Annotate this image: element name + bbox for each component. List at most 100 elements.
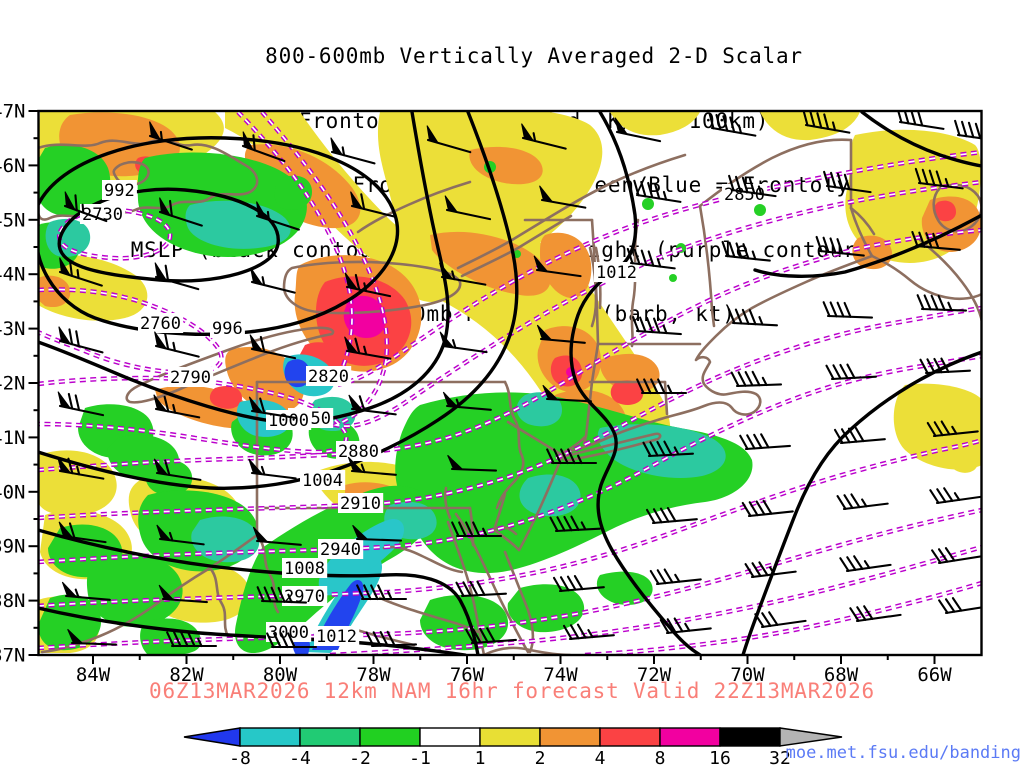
mslp-contour-label: 1004	[302, 471, 343, 491]
wind-barb	[439, 262, 487, 286]
colorbar: -8 -4 -2 -1 1 2 4 8 16 32	[183, 727, 843, 768]
wind-barb	[148, 121, 193, 151]
wind-barb	[533, 255, 582, 278]
wind-barb	[954, 119, 982, 140]
colorbar-segment	[659, 727, 721, 747]
wind-barb	[632, 316, 682, 336]
lon-label: 66W	[917, 664, 952, 686]
wind-barb	[352, 524, 403, 542]
mslp-contour-label-bg	[300, 470, 346, 490]
forecast-caption: 06Z13MAR2026 12km NAM 16hr forecast Vali…	[149, 679, 875, 703]
height-contour-label: 2940	[320, 540, 361, 560]
colorbar-tick-label: -4	[289, 748, 311, 768]
lon-label: 76W	[450, 664, 485, 686]
colorbar-right-arrow	[779, 727, 843, 747]
wind-barb	[248, 458, 297, 480]
lon-label: 80W	[263, 664, 298, 686]
wind-barb	[839, 555, 892, 573]
height-contour-label: 2820	[308, 367, 349, 387]
wind-barb	[739, 433, 791, 451]
wind-barb	[455, 580, 507, 598]
height-contour-label-bg	[336, 441, 382, 461]
wind-barb	[166, 631, 218, 648]
wind-barb	[250, 267, 296, 294]
colorbar-segment	[539, 727, 601, 747]
lat-label: 37N	[0, 645, 26, 667]
wind-barb	[61, 581, 111, 601]
lat-label: 45N	[0, 209, 26, 231]
wind-barb	[439, 331, 488, 354]
wind-barb	[67, 628, 118, 646]
mslp-contour-label: 1012	[596, 263, 637, 283]
colorbar-segment	[719, 727, 781, 747]
credit-link[interactable]: moe.met.fsu.edu/banding	[785, 743, 1021, 763]
wind-barb	[521, 123, 567, 150]
height-contour-label-bg	[168, 367, 214, 387]
wind-barb	[58, 257, 103, 287]
wind-barb	[356, 584, 408, 601]
colorbar-tick-label: 8	[655, 748, 666, 768]
wind-barb	[241, 131, 286, 163]
wind-barb	[549, 515, 601, 533]
colorbar-segment	[419, 727, 481, 747]
wind-barb	[542, 384, 592, 403]
wind-barb	[58, 326, 104, 354]
wind-barb	[626, 247, 676, 270]
lat-label: 44N	[0, 264, 26, 286]
lat-label: 39N	[0, 536, 26, 558]
wind-barb	[154, 262, 200, 291]
wind-barb	[823, 170, 872, 194]
wind-barb	[642, 440, 694, 458]
wind-barb	[447, 454, 498, 472]
wind-barb	[465, 627, 517, 645]
wind-barb	[659, 617, 712, 635]
colorbar-left-arrow	[183, 727, 241, 747]
wind-barb	[252, 526, 302, 546]
height-contour-label-bg	[80, 204, 126, 224]
colorbar-segment	[359, 727, 421, 747]
colorbar-tick-label: 16	[709, 748, 731, 768]
colorbar-tick-label: -2	[349, 748, 371, 768]
wind-barb	[442, 391, 492, 411]
wind-barb	[58, 521, 107, 544]
wind-barb	[57, 391, 105, 417]
wind-barb	[57, 456, 105, 480]
wind-barb	[633, 179, 682, 203]
wind-barb	[546, 448, 598, 465]
wind-barb	[426, 125, 472, 154]
wind-barb	[636, 378, 688, 395]
wind-barb	[158, 584, 208, 604]
wind-barb	[931, 547, 982, 565]
map-axes: 47N 46N 45N 44N 43N 42N 41N 40N 39N 38N 37N 84W 82W 8…	[0, 101, 952, 687]
title-line-1: 800-600mb Vertically Averaged 2-D Scalar	[265, 44, 803, 68]
wind-barb	[248, 396, 297, 419]
wind-barb	[833, 426, 886, 445]
colorbar-tick-label: 32	[769, 748, 791, 768]
height-contour-label-bg	[266, 622, 312, 642]
wind-barb	[744, 561, 797, 579]
mslp-contour-label-bg	[314, 626, 360, 646]
height-contour-label: 2910	[340, 494, 381, 514]
wind-barb	[344, 272, 392, 298]
wind-barb	[344, 336, 392, 360]
wind-barb	[347, 456, 397, 476]
lon-label: 70W	[730, 664, 765, 686]
colorbar-segment	[479, 727, 541, 747]
wind-barb	[330, 137, 376, 165]
height-contour-label: 2760	[140, 314, 181, 334]
wind-barb	[754, 611, 807, 629]
mslp-contour-label-bg	[594, 262, 640, 282]
mslp-contour-layer	[38, 111, 982, 655]
lat-label: 42N	[0, 373, 26, 395]
wind-barb	[249, 334, 297, 360]
wind-barb	[822, 301, 874, 319]
colorbar-tick-label: 2	[535, 748, 546, 768]
wind-barb	[938, 597, 982, 615]
wind-barb	[154, 331, 200, 358]
mslp-contour-label: 1012	[316, 627, 357, 647]
wind-barb	[451, 521, 503, 538]
mslp-contour-label-bg	[210, 318, 245, 338]
height-contour-label-bg	[338, 493, 384, 513]
